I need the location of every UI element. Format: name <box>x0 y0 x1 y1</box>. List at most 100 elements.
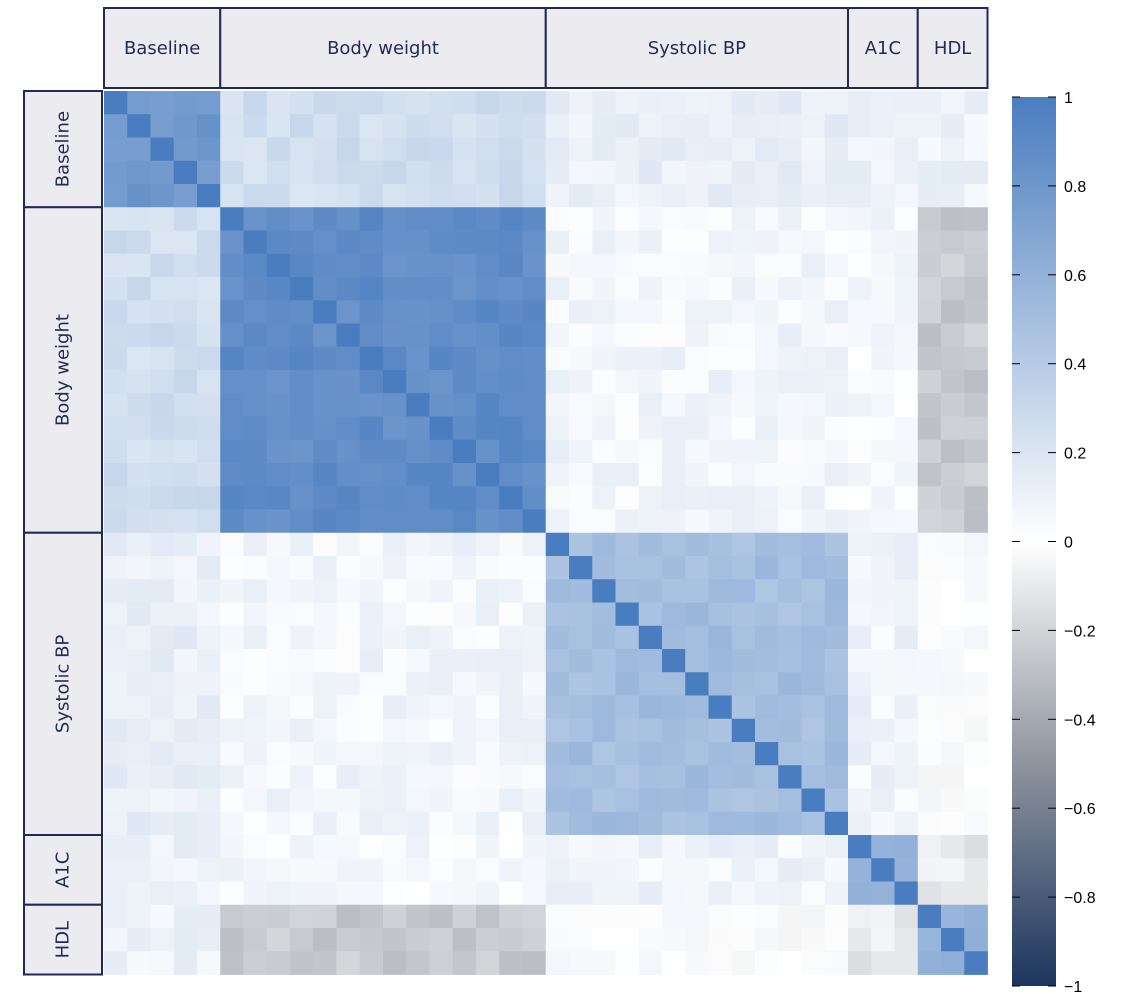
heatmap-cell <box>150 207 175 231</box>
heatmap-cell <box>429 928 454 952</box>
heatmap-cell <box>662 463 686 487</box>
heatmap-cell <box>755 951 779 975</box>
heatmap-cell <box>801 300 826 324</box>
heatmap-cell <box>592 137 616 162</box>
heatmap-cell <box>197 579 221 603</box>
heatmap-cell <box>150 811 175 836</box>
heatmap-cell <box>894 858 919 882</box>
heatmap-cell <box>917 881 942 906</box>
heatmap-cell <box>894 904 919 929</box>
heatmap-cell <box>429 904 454 929</box>
heatmap-cell <box>824 835 849 859</box>
heatmap-cell <box>336 277 361 301</box>
heatmap-cell <box>197 904 221 929</box>
heatmap-cell <box>220 300 244 324</box>
heatmap-cell <box>127 556 151 580</box>
heatmap-cell <box>313 439 337 464</box>
heatmap-cell <box>755 811 779 836</box>
heatmap-cell <box>638 811 663 836</box>
heatmap-cell <box>917 579 942 603</box>
heatmap-cell <box>824 602 849 627</box>
heatmap-cell <box>197 300 221 324</box>
heatmap-cell <box>266 114 291 138</box>
heatmap-cell <box>290 928 314 952</box>
colorbar-tick-label: −0.6 <box>1064 801 1096 818</box>
heatmap-cell <box>778 579 802 603</box>
heatmap-cell <box>685 718 709 743</box>
heatmap-cell <box>150 951 175 975</box>
heatmap-cell <box>220 114 244 138</box>
heatmap-cell <box>801 556 826 580</box>
heatmap-cell <box>499 835 523 859</box>
heatmap-cell <box>708 765 733 789</box>
heatmap-cell <box>569 625 593 650</box>
heatmap-cell <box>476 951 500 975</box>
heatmap-cell <box>871 323 895 348</box>
heatmap-cell <box>638 579 663 603</box>
heatmap-cell <box>731 91 756 115</box>
heatmap-cell <box>545 253 570 278</box>
heatmap-cell <box>778 835 802 859</box>
heatmap-cell <box>220 509 244 534</box>
heatmap-cell <box>266 579 291 603</box>
heatmap-cell <box>197 114 221 138</box>
heatmap-cell <box>243 137 268 162</box>
heatmap-cell <box>755 463 779 487</box>
heatmap-cell <box>522 904 547 929</box>
heatmap-cell <box>824 393 849 417</box>
heatmap-cell <box>941 718 965 743</box>
heatmap-cell <box>685 742 709 766</box>
heatmap-cell <box>290 207 314 231</box>
heatmap-cell <box>894 579 919 603</box>
heatmap-cell <box>104 765 128 789</box>
heatmap-cells <box>104 91 988 975</box>
heatmap-cell <box>104 742 128 766</box>
heatmap-cell <box>615 718 640 743</box>
heatmap-cell <box>615 649 640 673</box>
heatmap-cell <box>848 951 872 975</box>
heatmap-cell <box>545 91 570 115</box>
heatmap-cell <box>266 439 291 464</box>
heatmap-cell <box>359 439 384 464</box>
heatmap-cell <box>638 904 663 929</box>
top-header-label: Systolic BP <box>648 38 746 59</box>
heatmap-cell <box>290 230 314 255</box>
heatmap-cell <box>569 579 593 603</box>
heatmap-cell <box>731 509 756 534</box>
heatmap-cell <box>336 323 361 348</box>
heatmap-cell <box>406 300 430 324</box>
heatmap-cell <box>638 602 663 627</box>
heatmap-cell <box>638 532 663 557</box>
heatmap-cell <box>941 137 965 162</box>
heatmap-cell <box>592 114 616 138</box>
heatmap-cell <box>569 416 593 441</box>
heatmap-cell <box>708 788 733 813</box>
heatmap-cell <box>917 184 942 208</box>
top-header-label: Baseline <box>124 38 200 59</box>
heatmap-cell <box>429 300 454 324</box>
heatmap-cell <box>824 718 849 743</box>
heatmap-cell <box>545 881 570 906</box>
heatmap-cell <box>755 556 779 580</box>
heatmap-cell <box>359 323 384 348</box>
heatmap-cell <box>104 532 128 557</box>
heatmap-cell <box>778 649 802 673</box>
heatmap-cell <box>964 765 988 789</box>
heatmap-cell <box>266 811 291 836</box>
heatmap-cell <box>638 695 663 720</box>
heatmap-cell <box>499 463 523 487</box>
heatmap-cell <box>243 951 268 975</box>
heatmap-cell <box>848 718 872 743</box>
heatmap-cell <box>313 881 337 906</box>
heatmap-cell <box>150 416 175 441</box>
heatmap-cell <box>220 184 244 208</box>
heatmap-cell <box>499 230 523 255</box>
heatmap-cell <box>662 207 686 231</box>
heatmap-cell <box>545 532 570 557</box>
heatmap-cell <box>499 184 523 208</box>
heatmap-cell <box>569 346 593 371</box>
heatmap-cell <box>848 230 872 255</box>
heatmap-cell <box>824 486 849 510</box>
heatmap-cell <box>731 207 756 231</box>
